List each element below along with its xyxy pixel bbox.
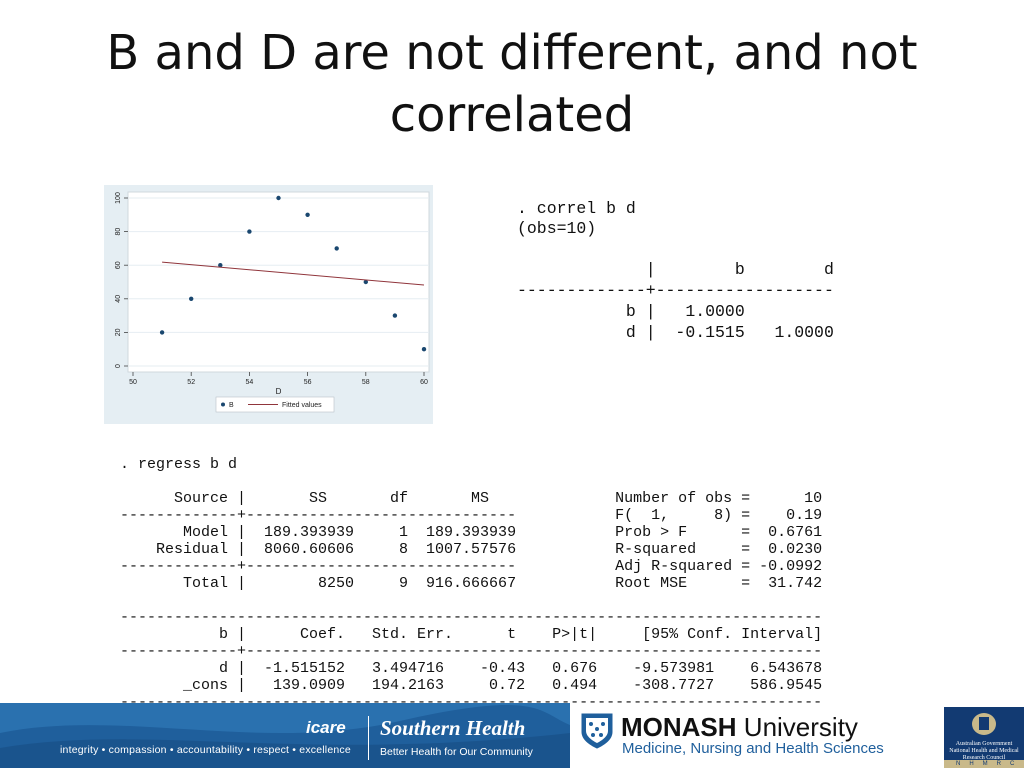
data-point xyxy=(159,330,165,335)
data-point xyxy=(189,296,194,301)
regression-line xyxy=(120,473,822,490)
legend-marker-b xyxy=(221,402,225,407)
monash-university-logo: MONASH University xyxy=(621,712,858,743)
coat-of-arms-icon xyxy=(972,713,996,735)
nhmrc-text: Australian Government National Health an… xyxy=(949,741,1019,761)
nhmrc-letters: NHMRC xyxy=(944,760,1024,768)
data-point xyxy=(247,229,252,234)
southern-health-banner xyxy=(0,703,570,768)
regression-line: Source | SS df MS Number of obs = 10 xyxy=(120,490,823,507)
correl-command: . correl b d xyxy=(517,199,636,218)
regression-table: Source | SS df MS Number of obs = 10 ----… xyxy=(120,473,822,711)
data-point xyxy=(363,279,368,285)
correl-output: . correl b d (obs=10) xyxy=(517,199,636,239)
nhmrc-logo xyxy=(944,707,1024,768)
plot-area xyxy=(127,191,430,373)
regress-command: . regress b d xyxy=(120,456,238,473)
data-point xyxy=(305,212,310,217)
data-point xyxy=(334,246,339,251)
y-tick-label: 20 xyxy=(115,328,122,336)
monash-crest-icon xyxy=(581,713,613,749)
y-tick-label: 0 xyxy=(115,364,122,368)
data-point xyxy=(218,263,223,268)
slide-title-line-2: correlated xyxy=(389,87,635,143)
y-tick-label: 60 xyxy=(115,261,122,269)
regression-line: -------------+--------------------------… xyxy=(120,507,823,524)
regression-output: . regress b d Source | SS df MS Number o… xyxy=(120,456,822,711)
regression-line: Model | 189.393939 1 189.393939 Prob > F… xyxy=(120,524,823,541)
correlation-rule: -------------+------------------ xyxy=(517,281,834,300)
correlation-row-b: b | 1.0000 xyxy=(517,302,745,321)
fitted-line xyxy=(162,261,425,286)
southern-health-subtitle: Better Health for Our Community xyxy=(380,746,533,758)
correlation-row-d: d | -0.1515 1.0000 xyxy=(517,323,834,342)
correlation-table: | b d -------------+------------------ b… xyxy=(517,259,834,343)
regression-line: b | Coef. Std. Err. t P>|t| [95% Conf. I… xyxy=(120,626,823,643)
regression-line xyxy=(120,592,822,609)
scatter-chart: 0 20 40 60 80 100 50 52 54 56 58 60 D B Fitted values xyxy=(104,185,433,424)
data-point xyxy=(276,195,281,201)
banner-wave-graphic xyxy=(0,703,570,768)
data-point xyxy=(421,347,427,352)
regression-line: _cons | 139.0909 194.2163 0.72 0.494 -30… xyxy=(120,677,823,694)
regression-line: -------------+--------------------------… xyxy=(120,643,823,660)
correl-obs: (obs=10) xyxy=(517,219,597,238)
x-tick-label: 50 xyxy=(129,379,137,386)
y-tick-label: 80 xyxy=(115,228,122,236)
legend-label-fitted: Fitted values xyxy=(282,402,322,409)
footer-tagline: integrity • compassion • accountability … xyxy=(60,744,351,756)
correlation-header: | b d xyxy=(517,260,834,279)
x-tick-label: 56 xyxy=(304,379,312,386)
x-tick-label: 54 xyxy=(246,379,254,386)
y-tick-label: 40 xyxy=(115,295,122,303)
x-axis-label: D xyxy=(276,387,282,396)
monash-name-bold: MONASH xyxy=(621,712,737,742)
slide-title: B and D are not different, and not corre… xyxy=(0,22,1024,146)
regression-line: Residual | 8060.60606 8 1007.57576 R-squ… xyxy=(120,541,823,558)
regression-line: ----------------------------------------… xyxy=(120,609,823,626)
icare-logo: icare xyxy=(306,718,346,737)
x-tick-label: 52 xyxy=(187,379,195,386)
slide-title-line-1: B and D are not different, and not xyxy=(106,25,918,81)
regression-line: Total | 8250 9 916.666667 Root MSE = 31.… xyxy=(120,575,823,592)
x-tick-label: 60 xyxy=(420,379,428,386)
monash-name-light: University xyxy=(736,712,858,742)
x-tick-label: 58 xyxy=(362,379,370,386)
monash-faculty-name: Medicine, Nursing and Health Sciences xyxy=(622,740,884,757)
regression-line: -------------+--------------------------… xyxy=(120,558,823,575)
southern-health-logo: Southern Health xyxy=(380,716,526,740)
data-point xyxy=(392,313,398,318)
y-tick-label: 100 xyxy=(115,192,122,204)
footer-divider xyxy=(368,716,369,760)
regression-line: d | -1.515152 3.494716 -0.43 0.676 -9.57… xyxy=(120,660,823,677)
scatter-chart-svg: 0 20 40 60 80 100 50 52 54 56 58 60 D B Fitted values xyxy=(115,191,430,413)
legend-label-b: B xyxy=(229,402,234,409)
